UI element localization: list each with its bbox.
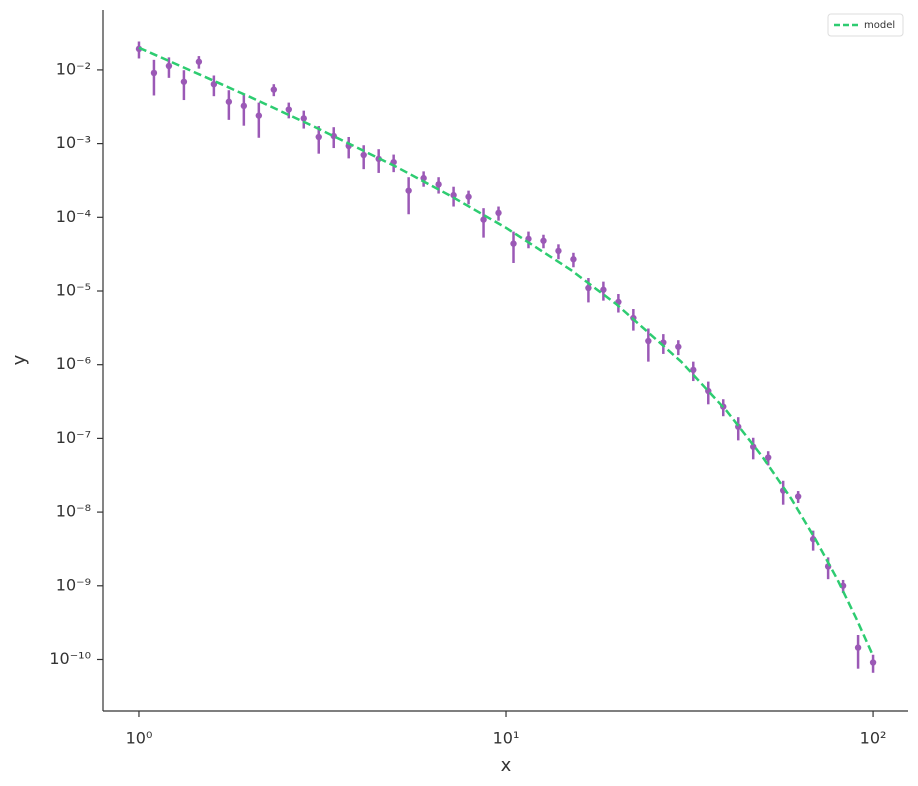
data-point (165, 62, 173, 70)
data-point (255, 112, 263, 119)
data-point (180, 78, 188, 85)
model-line (138, 46, 875, 657)
x-axis-label: x (501, 755, 512, 776)
data-point (240, 102, 248, 110)
x-tick-label: 10⁰ (126, 729, 153, 748)
data-point (270, 86, 278, 93)
data-point (839, 582, 847, 589)
data-point (645, 337, 652, 345)
data-point (750, 443, 757, 450)
y-tick-label: 10⁻⁵ (56, 281, 91, 300)
data-point (570, 256, 577, 263)
data-point (300, 115, 307, 122)
y-tick-label: 10⁻³ (56, 133, 91, 152)
data-point (600, 286, 607, 293)
data-point (465, 193, 472, 200)
data-point (869, 659, 877, 666)
legend-label: model (864, 20, 895, 31)
y-tick-label: 10⁻⁸ (56, 502, 91, 521)
x-tick-label: 10¹ (493, 729, 520, 748)
data-point (405, 187, 412, 194)
data-point (480, 216, 487, 223)
data-point (854, 644, 862, 651)
legend-box (827, 13, 904, 37)
data-point (285, 106, 292, 113)
y-tick-label: 10⁻⁴ (56, 207, 91, 226)
data-point (360, 151, 367, 159)
data-point (675, 343, 682, 350)
data-point (195, 58, 203, 65)
data-point (540, 237, 547, 244)
data-point (809, 535, 817, 543)
y-tick-label: 10⁻² (56, 59, 91, 78)
data-point (435, 181, 442, 188)
data-point (585, 284, 592, 292)
data-point (450, 191, 457, 199)
data-point (225, 98, 233, 105)
data-point (764, 454, 772, 461)
data-point (555, 247, 562, 255)
y-axis-label: y (9, 354, 30, 365)
data-point (315, 133, 322, 141)
y-tick-label: 10⁻¹⁰ (49, 649, 91, 668)
y-tick-label: 10⁻⁷ (56, 428, 91, 447)
data-point (690, 366, 697, 374)
y-tick-label: 10⁻⁹ (56, 575, 91, 594)
y-tick-label: 10⁻⁶ (56, 354, 91, 373)
data-point (510, 240, 517, 247)
data-point (150, 69, 158, 77)
data-point (495, 209, 502, 217)
data-point (794, 493, 802, 500)
x-tick-label: 10² (860, 729, 887, 748)
